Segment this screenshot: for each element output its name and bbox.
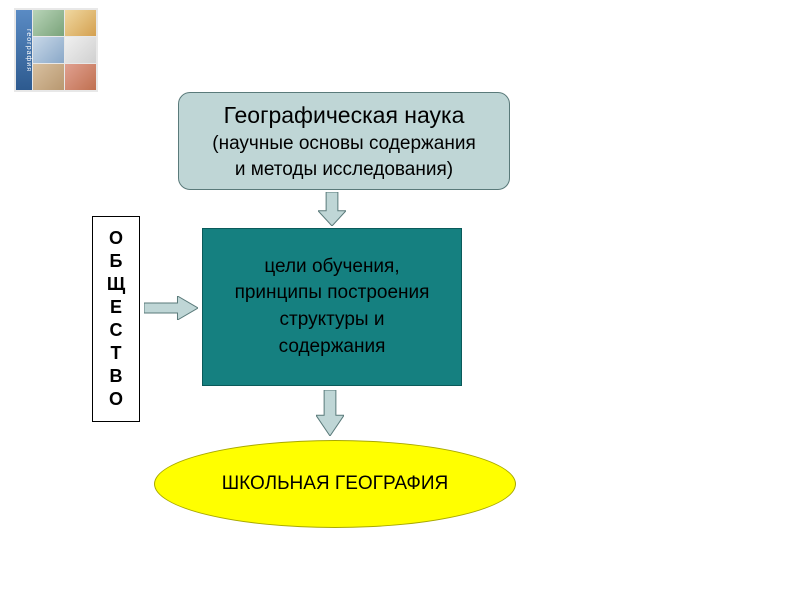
vertical-letter: О <box>109 227 123 250</box>
logo-tile <box>65 10 96 36</box>
arrow-down-icon <box>318 192 346 226</box>
node-text-line: структуры и <box>280 307 385 334</box>
vertical-letter: Т <box>111 342 122 365</box>
vertical-letter: Б <box>110 250 123 273</box>
node-school-geography: ШКОЛЬНАЯ ГЕОГРАФИЯ <box>154 440 516 528</box>
logo-tile <box>65 37 96 63</box>
node-text-line: содержания <box>279 334 386 361</box>
node-objectives: цели обучения, принципы построения струк… <box>202 228 462 386</box>
node-geographic-science: Географическая наука (научные основы сод… <box>178 92 510 190</box>
arrow-down-icon <box>316 390 344 436</box>
vertical-letter: С <box>110 319 123 342</box>
arrow-right-icon <box>144 296 198 320</box>
logo-tile <box>33 10 64 36</box>
logo-tile <box>33 64 64 90</box>
logo-tile <box>33 37 64 63</box>
vertical-letter: Щ <box>107 273 125 296</box>
node-text-line: цели обучения, <box>264 254 399 281</box>
node-society: ОБЩЕСТВО <box>92 216 140 422</box>
node-label: ШКОЛЬНАЯ ГЕОГРАФИЯ <box>222 473 448 495</box>
node-subtitle-line: (научные основы содержания <box>212 131 475 157</box>
vertical-letter: О <box>109 388 123 411</box>
vertical-letter: Е <box>110 296 122 319</box>
node-title: Географическая наука <box>224 100 465 131</box>
logo-image: география <box>14 8 98 92</box>
logo-spine: география <box>16 10 32 90</box>
vertical-letter: В <box>110 365 123 388</box>
node-text-line: принципы построения <box>235 280 430 307</box>
logo-tile <box>65 64 96 90</box>
node-subtitle-line: и методы исследования) <box>235 157 453 183</box>
